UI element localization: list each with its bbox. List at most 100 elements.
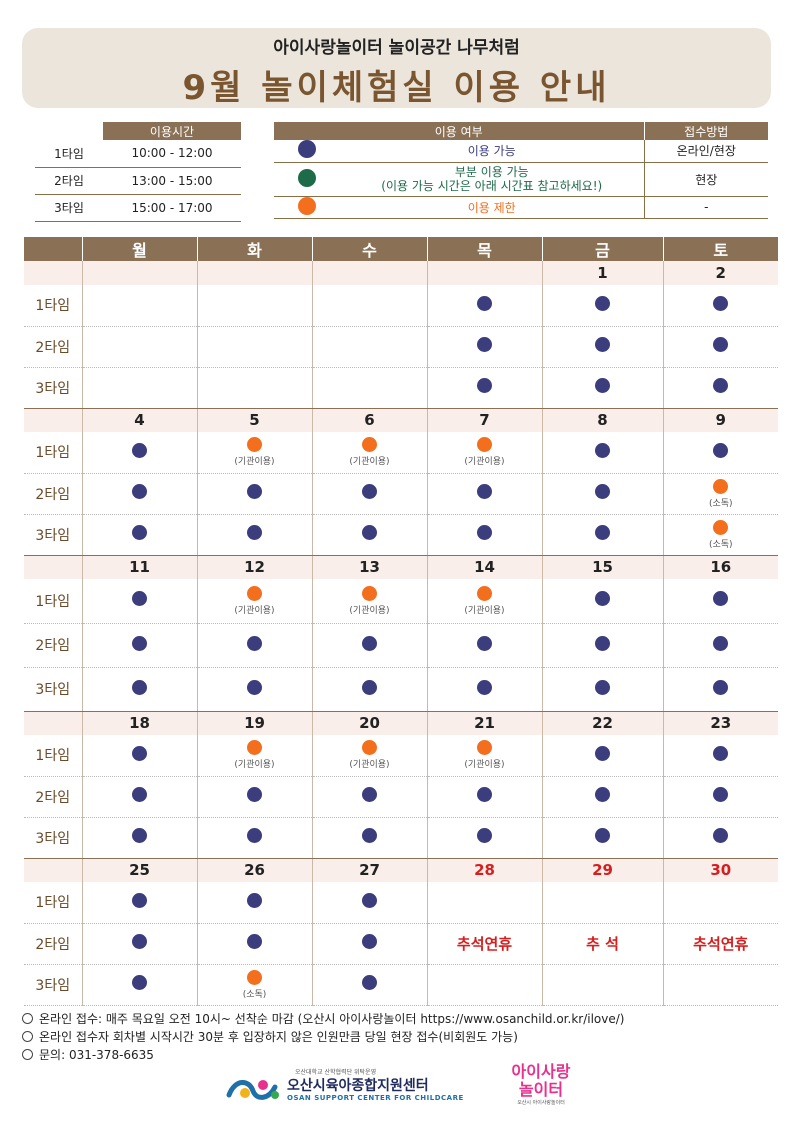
slot-label: 3타임 (24, 817, 83, 859)
disinfect-note: (소독) (708, 498, 733, 509)
bullet-circle-icon (22, 1031, 33, 1042)
time-range: 13:00 - 15:00 (103, 167, 241, 195)
restricted-dot-icon (713, 519, 729, 535)
available-dot-icon (477, 295, 492, 311)
available-dot-icon (247, 787, 262, 802)
legend-header-status: 이용 여부 (274, 122, 644, 140)
date-cell: 18 (82, 711, 198, 735)
available-dot-icon (595, 442, 610, 458)
date-cell: 13 (312, 555, 428, 579)
legend-partial: 부분 이용 가능 (454, 165, 529, 179)
institution-note: (기관이용) (349, 760, 390, 771)
weekday-header: 금 (542, 237, 664, 261)
available-dot-icon (477, 337, 492, 352)
page-subtitle: 아이사랑놀이터 놀이공간 나무처럼 (273, 38, 520, 58)
date-cell: 15 (542, 555, 664, 579)
date-cell: 9 (663, 408, 778, 432)
restricted-dot-icon (247, 740, 262, 756)
legend-available: 이용 가능 (340, 140, 644, 163)
date-cell: 28 (427, 858, 543, 882)
brand-line1: 아이사랑 (511, 1062, 571, 1081)
available-dot-icon (477, 828, 492, 843)
available-dot-icon (247, 892, 262, 908)
ilove-playground-logo: 아이사랑 놀이터 오산시 아이사랑놀이터 (486, 1063, 596, 1113)
available-dot-icon (713, 787, 729, 802)
slot-label: 1타임 (24, 285, 83, 327)
weekday-header: 수 (312, 237, 428, 261)
notice-item: 문의: 031-378-6635 (22, 1046, 624, 1064)
institution-note: (기관이용) (464, 457, 505, 468)
org-english-name: OSAN SUPPORT CENTER FOR CHILDCARE (287, 1094, 464, 1102)
date-cell: 21 (427, 711, 543, 735)
available-dot-icon (713, 337, 729, 352)
available-dot-icon (595, 295, 610, 311)
available-dot-icon (713, 679, 729, 695)
available-dot-icon (132, 484, 147, 499)
brand-small: 오산시 아이사랑놀이터 (517, 1100, 565, 1106)
date-cell: 23 (663, 711, 778, 735)
weekday-header: 토 (663, 237, 778, 261)
legend-restricted-method: - (643, 196, 768, 219)
date-cell (197, 261, 313, 285)
date-cell: 30 (663, 858, 778, 882)
legend-partial-method: 현장 (643, 162, 768, 197)
date-cell (427, 261, 543, 285)
available-dot-icon (362, 892, 377, 908)
restricted-dot-icon (477, 585, 492, 601)
institution-note: (기관이용) (349, 605, 390, 616)
legend-restricted: 이용 제한 (340, 196, 644, 219)
notice-item: 온라인 접수: 매주 목요일 오전 10시~ 선착순 마감 (오산시 아이사랑놀… (22, 1010, 624, 1028)
available-dot-icon (132, 525, 147, 540)
date-cell: 26 (197, 858, 313, 882)
available-dot-icon (362, 975, 377, 990)
available-dot-icon (713, 442, 729, 458)
available-dot-icon (247, 635, 262, 651)
institution-note: (기관이용) (234, 605, 275, 616)
date-cell: 2 (663, 261, 778, 285)
slot-label: 3타임 (24, 367, 83, 409)
bullet-circle-icon (22, 1013, 33, 1024)
disinfect-note: (소독) (242, 989, 267, 1000)
available-dot-icon (595, 484, 610, 499)
date-cell: 12 (197, 555, 313, 579)
institution-note: (기관이용) (464, 760, 505, 771)
time-type: 2타임 (35, 167, 103, 195)
slot-label: 1타임 (24, 432, 83, 474)
available-dot-icon (132, 975, 147, 990)
holiday-label: 추석연휴 (427, 923, 543, 965)
date-cell: 27 (312, 858, 428, 882)
legend-partial-note: (이용 가능 시간은 아래 시간표 참고하세요!) (381, 179, 603, 193)
time-range: 15:00 - 17:00 (103, 194, 241, 222)
institution-note: (기관이용) (349, 457, 390, 468)
available-dot-icon (477, 378, 492, 393)
available-dot-icon (595, 787, 610, 802)
available-dot-icon (477, 484, 492, 499)
date-cell (82, 261, 198, 285)
available-dot-icon (477, 525, 492, 540)
footer: 오산대학교 산학협력단 위탁운영 오산시육아종합지원센터 OSAN SUPPOR… (0, 1063, 800, 1123)
available-dot-icon (247, 679, 262, 695)
restricted-dot-icon (477, 740, 492, 756)
restricted-dot-icon (362, 437, 377, 453)
restricted-dot-icon (247, 585, 262, 601)
legend-header-method: 접수방법 (643, 122, 768, 140)
available-dot-icon (713, 828, 729, 843)
date-cell: 22 (542, 711, 664, 735)
slot-label: 1타임 (24, 579, 83, 624)
available-dot-icon (595, 635, 610, 651)
time-type: 1타임 (35, 140, 103, 168)
available-dot-icon (595, 525, 610, 540)
slot-label: 2타임 (24, 623, 83, 668)
available-dot-icon (713, 591, 729, 607)
restricted-dot-icon (298, 196, 316, 215)
available-dot-icon (713, 635, 729, 651)
available-dot-icon (713, 295, 729, 311)
slot-label: 3타임 (24, 964, 83, 1006)
time-type: 3타임 (35, 194, 103, 222)
date-cell: 19 (197, 711, 313, 735)
available-dot-icon (595, 337, 610, 352)
osan-center-logo: 오산대학교 산학협력단 위탁운영 오산시육아종합지원센터 OSAN SUPPOR… (225, 1067, 475, 1107)
date-cell: 4 (82, 408, 198, 432)
slot-label: 1타임 (24, 882, 83, 924)
available-dot-icon (362, 525, 377, 540)
